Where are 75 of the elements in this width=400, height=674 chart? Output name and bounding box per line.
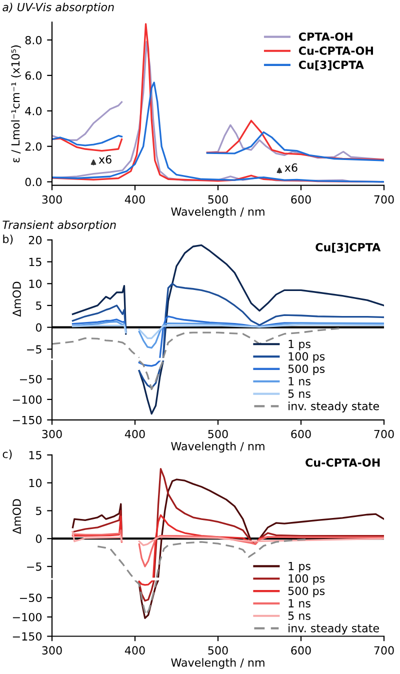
legend-label: 1 ps xyxy=(288,562,310,572)
y-tick-label: 4.0 xyxy=(25,106,42,116)
y-axis-title: ΔmOD xyxy=(12,499,21,534)
y-tick-label: 10 xyxy=(29,478,42,488)
y-tick-label: −100 xyxy=(12,395,42,404)
y-tick-label: 0 xyxy=(36,534,42,543)
line-series xyxy=(52,134,123,146)
y-tick-label: 0.0 xyxy=(25,178,42,186)
annotation: Cu[3]CPTA xyxy=(316,242,381,253)
y-tick-label: −150 xyxy=(12,416,42,424)
x-tick-label: 600 xyxy=(291,646,311,655)
x-tick-label: 700 xyxy=(374,195,394,204)
y-tick-label: −5 xyxy=(27,345,42,354)
legend-label: Cu[3]CPTA xyxy=(298,60,364,70)
x-axis-title: Wavelength / nm xyxy=(171,207,264,218)
x-tick-label: 700 xyxy=(374,430,394,438)
line-series xyxy=(134,580,158,616)
x-tick-label: 400 xyxy=(124,430,145,438)
line-series xyxy=(52,82,384,183)
line-series xyxy=(138,580,160,619)
legend-label: inv. steady state xyxy=(288,624,379,635)
line-series xyxy=(138,360,164,415)
legend-label: CPTA-OH xyxy=(298,32,352,41)
legend-label: 100 ps xyxy=(288,574,325,585)
y-tick-label: 0 xyxy=(36,323,42,332)
y-tick-label: 8.0 xyxy=(25,36,42,44)
x-tick-label: 500 xyxy=(208,195,228,204)
y-tick-label: 15 xyxy=(29,258,42,266)
y-tick-label: −150 xyxy=(12,632,42,641)
y-tick-label: −5 xyxy=(27,562,42,571)
line-series xyxy=(52,101,123,141)
x-tick-label: 400 xyxy=(124,195,145,204)
annotation: Cu-CPTA-OH xyxy=(306,458,380,467)
y-axis-title: ε / Lmol⁻¹cm⁻¹ (x10⁵) xyxy=(11,45,21,162)
y-tick-label: −50 xyxy=(20,374,42,384)
legend-label: Cu-CPTA-OH xyxy=(298,46,373,55)
x-tick-label: 400 xyxy=(124,646,145,655)
line-series xyxy=(206,131,384,162)
line-series xyxy=(52,138,123,152)
x-tick-label: 600 xyxy=(291,430,311,438)
text: c) xyxy=(2,450,12,460)
line-series xyxy=(138,580,155,602)
legend-label: 1 ns xyxy=(288,599,310,608)
x-tick-label: 500 xyxy=(208,430,228,438)
annotation: x6 xyxy=(284,163,298,172)
y-tick-label: 5 xyxy=(36,506,42,516)
y-tick-label: 5 xyxy=(36,302,42,310)
legend-label: 5 ns xyxy=(288,390,310,398)
x-tick-label: 300 xyxy=(42,430,62,438)
legend-label: 1 ns xyxy=(288,377,310,386)
legend-label: 1 ps xyxy=(288,340,310,350)
x-tick-label: 500 xyxy=(208,646,228,655)
chart-title: Transient absorption xyxy=(2,220,116,232)
legend-label: 500 ps xyxy=(288,586,325,598)
y-axis-title: ΔmOD xyxy=(12,282,21,317)
x-tick-label: 600 xyxy=(291,195,311,204)
y-tick-label: 20 xyxy=(28,236,42,244)
legend-label: 100 ps xyxy=(288,352,325,363)
x-tick-label: 300 xyxy=(42,646,62,655)
y-tick-label: 2.0 xyxy=(25,142,42,151)
y-tick-label: −50 xyxy=(20,594,42,602)
x-tick-label: 700 xyxy=(374,646,394,655)
y-tick-label: −100 xyxy=(12,612,42,622)
y-tick-label: 15 xyxy=(29,451,42,460)
x-tick-label: 300 xyxy=(42,195,62,204)
legend-label: 5 ns xyxy=(288,612,310,620)
text: b) xyxy=(3,234,13,244)
chart-title: a) UV-Vis absorption xyxy=(2,2,114,14)
x-axis-title: Wavelength / nm xyxy=(171,442,264,453)
y-tick-label: 10 xyxy=(29,280,42,288)
y-tick-label: 6.0 xyxy=(25,71,42,80)
legend-label: 500 ps xyxy=(288,364,325,376)
legend-label: inv. steady state xyxy=(288,402,379,412)
annotation: x6 xyxy=(98,155,112,164)
x-axis-title: Wavelength / nm xyxy=(171,658,264,669)
